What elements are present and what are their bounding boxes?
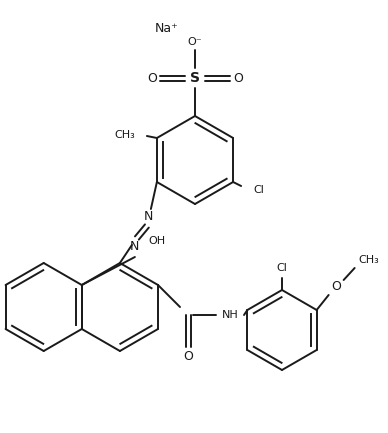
Text: Cl: Cl — [253, 185, 264, 195]
Text: Na⁺: Na⁺ — [155, 22, 179, 35]
Text: O: O — [233, 71, 243, 84]
Text: OH: OH — [148, 236, 165, 246]
Text: N: N — [144, 210, 154, 223]
Text: S: S — [190, 71, 200, 85]
Text: O⁻: O⁻ — [188, 37, 202, 47]
Text: O: O — [332, 279, 341, 293]
Text: Cl: Cl — [277, 263, 288, 273]
Text: CH₃: CH₃ — [358, 255, 379, 265]
Text: NH: NH — [222, 310, 238, 320]
Text: CH₃: CH₃ — [114, 130, 135, 140]
Text: O: O — [147, 71, 157, 84]
Text: O: O — [183, 350, 193, 363]
Text: N: N — [130, 240, 140, 253]
